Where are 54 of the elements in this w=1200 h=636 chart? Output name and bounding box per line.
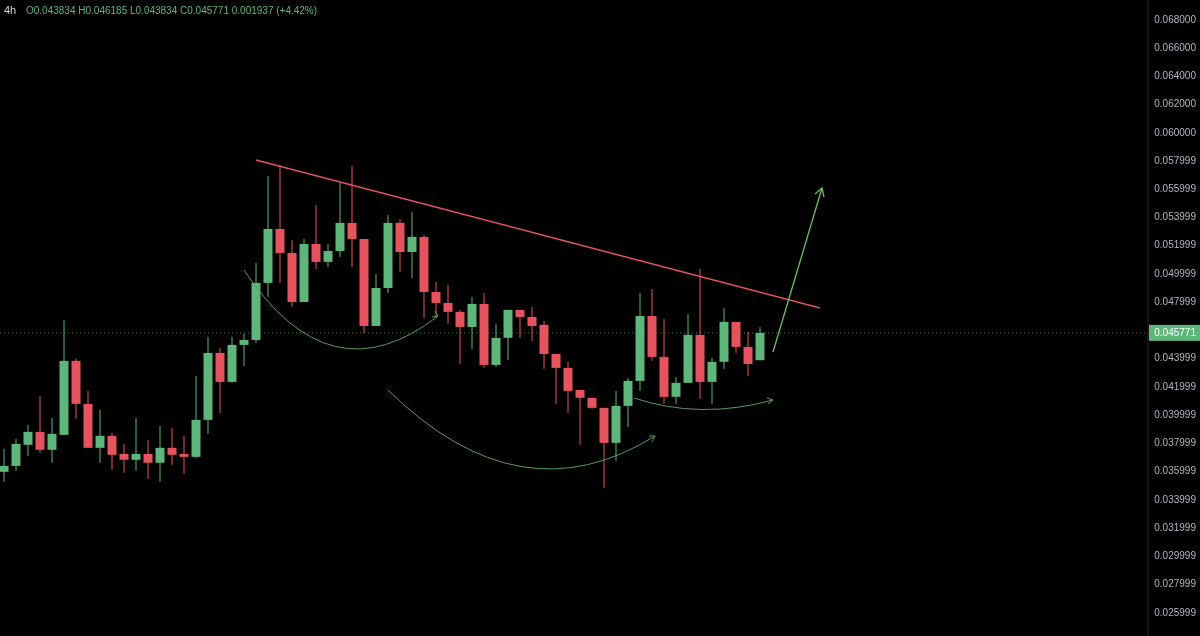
candlestick: [311, 204, 321, 270]
candlestick: [551, 353, 561, 405]
chart-title: 4h: [4, 4, 17, 16]
y-tick-label: 0.051999: [1154, 239, 1197, 251]
candlestick: [11, 438, 21, 472]
candlestick: [527, 306, 537, 342]
y-tick-label: 0.053999: [1154, 211, 1197, 223]
y-tick-label: 0.064000: [1154, 70, 1197, 82]
candlestick: [107, 432, 117, 471]
candlestick: [119, 443, 129, 474]
candlestick: [443, 284, 453, 325]
candlestick: [515, 309, 525, 339]
candlestick: [323, 243, 333, 268]
candlestick: [347, 165, 357, 268]
y-tick-label: 0.037999: [1154, 437, 1197, 449]
annotation: O0.043834 H0.046185 L0.043834 C0.045771 0.001937 (+4.42%): [26, 5, 318, 16]
candlestick: [575, 389, 585, 446]
y-tick-label: 0.031999: [1154, 521, 1197, 533]
y-tick-label: 0.033999: [1154, 493, 1197, 505]
candlestick: [47, 417, 57, 464]
y-tick-label: 0.060000: [1154, 126, 1197, 138]
y-tick-label: 0.035999: [1154, 465, 1197, 477]
candlestick: [0, 448, 9, 483]
candlestick: [467, 296, 477, 350]
candlestick: [131, 417, 141, 472]
candlestick: [167, 427, 177, 466]
candlestick: [563, 361, 573, 414]
y-tick-label: 0.029999: [1154, 550, 1197, 562]
y-tick-label: 0.057999: [1154, 154, 1197, 166]
y-tick-label: 0.025999: [1154, 606, 1197, 618]
candlestick: [743, 331, 753, 377]
candlestick: [707, 357, 717, 405]
y-tick-label: 0.066000: [1154, 41, 1197, 53]
candlestick: [455, 309, 465, 365]
candlestick: [23, 424, 33, 457]
candlestick: [143, 439, 153, 480]
ref-line-label: 0.045771: [1154, 327, 1197, 339]
candlestick: [407, 211, 417, 279]
y-tick-label: 0.068000: [1154, 13, 1197, 25]
y-tick-label: 0.047999: [1154, 295, 1197, 307]
candlestick: [275, 164, 285, 284]
candlestick: [95, 409, 105, 464]
y-tick-label: 0.041999: [1154, 380, 1197, 392]
y-tick-label: 0.043999: [1154, 352, 1197, 364]
candlestick: [671, 376, 681, 405]
candlestick: [155, 425, 165, 483]
y-tick-label: 0.049999: [1154, 267, 1197, 279]
y-tick-label: 0.027999: [1154, 578, 1197, 590]
candlestick: [179, 435, 189, 475]
y-tick-label: 0.055999: [1154, 182, 1197, 194]
candlestick: [35, 395, 45, 454]
y-tick-label: 0.062000: [1154, 98, 1197, 110]
y-tick-label: 0.039999: [1154, 408, 1197, 420]
candlestick: [431, 281, 441, 319]
